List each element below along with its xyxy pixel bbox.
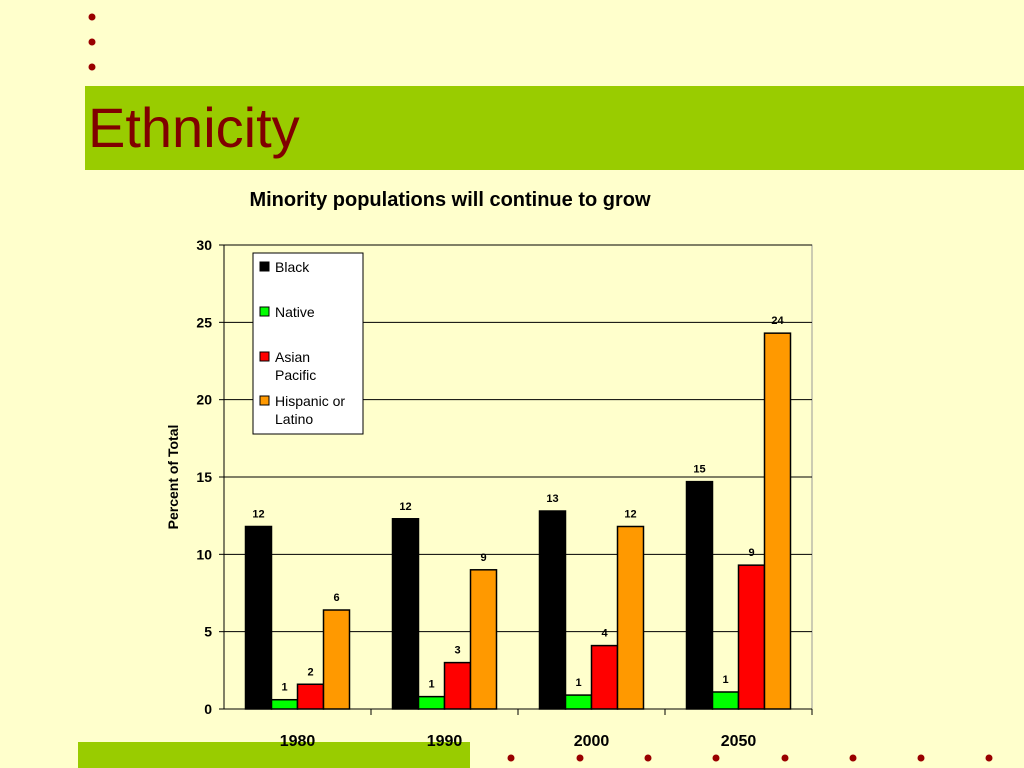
x-tick-label: 1990	[427, 733, 463, 750]
decorative-dot	[985, 754, 993, 762]
legend-label: Native	[275, 304, 315, 320]
legend-swatch	[259, 306, 270, 317]
decorative-dot	[88, 13, 96, 21]
decorative-dot	[507, 754, 515, 762]
legend-swatch	[259, 261, 270, 272]
bottom-band	[78, 742, 470, 768]
data-label: 3	[454, 645, 460, 657]
y-tick-label: 20	[196, 392, 212, 408]
data-label: 15	[693, 464, 705, 476]
decorative-dot	[917, 754, 925, 762]
y-tick-label: 15	[196, 469, 212, 485]
bar-hispanic-or-latino-2000	[616, 525, 645, 710]
bar-black-2050	[685, 480, 714, 710]
x-tick-label: 1980	[280, 733, 316, 750]
x-tick-label: 2000	[574, 733, 610, 750]
legend-swatch	[259, 351, 270, 362]
decorative-dot	[644, 754, 652, 762]
legend-label: Black	[275, 259, 310, 275]
data-label: 9	[748, 547, 754, 559]
decorative-dot	[576, 754, 584, 762]
decorative-dot	[781, 754, 789, 762]
decorative-dot	[88, 63, 96, 71]
legend: Black Native Asian Pacific Hispanic or Latino	[252, 252, 364, 435]
bar-black-1980	[244, 525, 273, 710]
decorative-dot	[88, 38, 96, 46]
bar-native-1980	[270, 698, 299, 710]
y-axis-label: Percent of Total	[165, 425, 181, 530]
bar-black-1990	[391, 518, 420, 710]
data-label: 12	[624, 508, 636, 520]
decorative-dot	[712, 754, 720, 762]
data-label: 9	[480, 552, 486, 564]
data-label: 1	[281, 682, 287, 694]
decorative-dot	[849, 754, 857, 762]
data-label: 1	[722, 674, 728, 686]
y-tick-label: 5	[204, 624, 212, 640]
data-label: 13	[546, 493, 558, 505]
bar-asian-pacific-1990	[443, 661, 472, 710]
bar-asian-pacific-2000	[590, 644, 619, 710]
data-label: 12	[399, 501, 411, 513]
bar-native-2050	[711, 691, 740, 710]
data-label: 1	[575, 677, 581, 689]
data-label: 12	[252, 508, 264, 520]
x-tick-label: 2050	[721, 733, 757, 750]
bar-hispanic-or-latino-2050	[763, 332, 792, 710]
data-label: 1	[428, 679, 434, 691]
bar-asian-pacific-1980	[296, 683, 325, 710]
bar-black-2000	[538, 510, 567, 710]
y-tick-label: 10	[196, 546, 212, 562]
bar-asian-pacific-2050	[737, 564, 766, 710]
bar-hispanic-or-latino-1990	[469, 569, 498, 710]
title-band	[85, 86, 1024, 170]
chart-title: Minority populations will continue to gr…	[249, 189, 651, 211]
y-tick-label: 25	[196, 314, 212, 330]
data-label: 4	[601, 628, 608, 640]
bar-native-1990	[417, 695, 446, 710]
legend-swatch	[259, 395, 270, 406]
data-label: 24	[771, 315, 784, 327]
legend-label: Hispanic or Latino	[275, 393, 345, 427]
legend-label: Asian Pacific	[275, 349, 316, 383]
data-label: 6	[333, 592, 339, 604]
data-label: 2	[307, 666, 313, 678]
bar-native-2000	[564, 694, 593, 710]
y-tick-label: 30	[196, 237, 212, 253]
bar-hispanic-or-latino-1980	[322, 609, 351, 710]
y-tick-label: 0	[204, 701, 212, 717]
slide-title: Ethnicity	[88, 96, 300, 159]
legend-box	[252, 252, 364, 435]
